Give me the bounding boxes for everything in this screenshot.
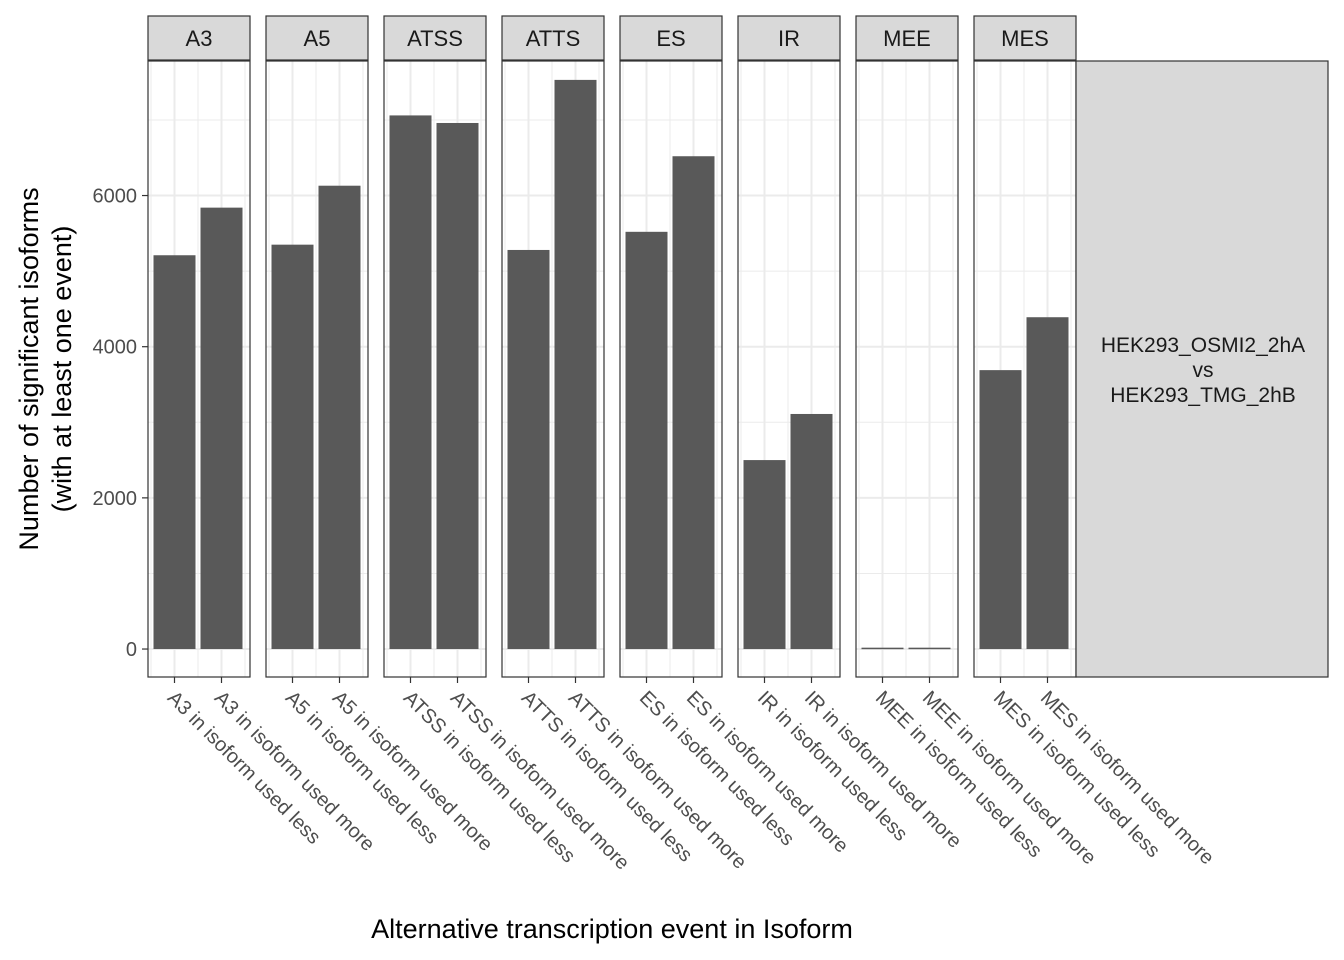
bar-atss-more bbox=[436, 122, 479, 650]
y-tick-label: 6000 bbox=[93, 186, 138, 208]
panel-border bbox=[855, 60, 959, 678]
y-axis: 0 2000 4000 6000 bbox=[93, 186, 148, 661]
bar-mee-less bbox=[861, 647, 904, 650]
panel-border bbox=[147, 60, 251, 678]
side-strip-line-2: vs bbox=[1193, 359, 1214, 382]
bar-a3-less bbox=[153, 255, 196, 650]
facet-strip-label: A5 bbox=[304, 26, 331, 51]
bar-atss-less bbox=[389, 115, 432, 650]
bar-mee-more bbox=[908, 647, 951, 650]
y-axis-title-line-1: Number of significant isoforms bbox=[14, 187, 44, 550]
facet-strip bbox=[973, 15, 1077, 61]
bar-es-less bbox=[625, 231, 668, 650]
facet-strip-label: MEE bbox=[883, 26, 931, 51]
panel-border bbox=[737, 60, 841, 678]
side-strip-line-3: HEK293_TMG_2hB bbox=[1110, 384, 1296, 407]
side-strip-box bbox=[1075, 60, 1329, 678]
facet-strip-label: IR bbox=[778, 26, 800, 51]
y-tick-label: 0 bbox=[126, 639, 137, 661]
bar-atts-less bbox=[507, 249, 550, 650]
facet-strip-label: ES bbox=[656, 26, 685, 51]
bar-es-more bbox=[672, 156, 715, 650]
y-tick-label: 4000 bbox=[93, 337, 138, 359]
comparison-side-strip: HEK293_OSMI2_2hA vs HEK293_TMG_2hB bbox=[1075, 60, 1329, 678]
panel-border bbox=[265, 60, 369, 678]
facet-strip bbox=[619, 15, 723, 61]
panel-border bbox=[383, 60, 487, 678]
facet-strip bbox=[383, 15, 487, 61]
panel-border bbox=[619, 60, 723, 678]
facet-strip-label: MES bbox=[1001, 26, 1049, 51]
bar-mes-more bbox=[1026, 317, 1069, 650]
bar-ir-more bbox=[790, 413, 833, 650]
bar-a3-more bbox=[200, 207, 243, 650]
facet-strip bbox=[737, 15, 841, 61]
bar-ir-less bbox=[743, 460, 786, 650]
panel-border bbox=[501, 60, 605, 678]
facet-strip-label: ATSS bbox=[407, 26, 463, 51]
facet-strip-label: A3 bbox=[186, 26, 213, 51]
y-tick-label: 2000 bbox=[93, 488, 138, 510]
bar-atts-more bbox=[554, 79, 597, 650]
bar-a5-less bbox=[271, 244, 314, 650]
facet-strip bbox=[855, 15, 959, 61]
facet-strip bbox=[265, 15, 369, 61]
x-axis-title: Alternative transcription event in Isofo… bbox=[371, 914, 853, 944]
facet-strip bbox=[501, 15, 605, 61]
y-axis-title: Number of significant isoforms (with at … bbox=[14, 187, 77, 550]
panel-background bbox=[856, 61, 958, 677]
y-axis-title-line-2: (with at least one event) bbox=[47, 226, 77, 513]
bar-mes-less bbox=[979, 370, 1022, 650]
bar-a5-more bbox=[318, 185, 361, 650]
side-strip-line-1: HEK293_OSMI2_2hA bbox=[1101, 334, 1305, 357]
facet-strip-label: ATTS bbox=[526, 26, 581, 51]
facet-strip bbox=[147, 15, 251, 61]
